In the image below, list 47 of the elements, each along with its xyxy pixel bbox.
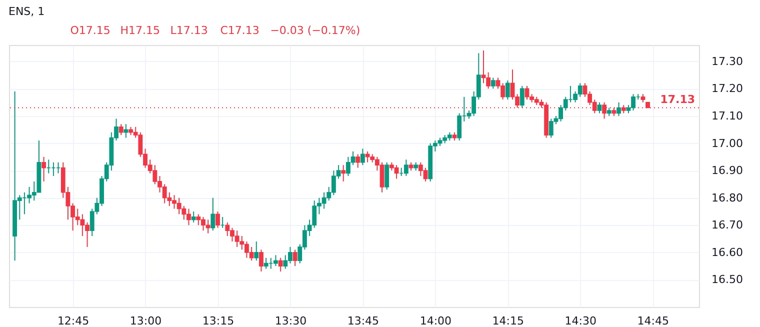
y-tick-label: 16.90 (712, 164, 743, 178)
x-tick-label: 13:15 (202, 314, 234, 327)
candlestick (264, 257, 268, 270)
y-tick-label: 17.00 (712, 136, 743, 150)
y-tick-label: 16.70 (712, 218, 743, 232)
ref-line-label: 17.13 (660, 92, 695, 106)
y-tick-label: 16.60 (712, 246, 743, 259)
y-tick-label: 17.30 (712, 54, 743, 68)
candlestick (457, 112, 462, 142)
candlestick (616, 102, 621, 116)
candlestick (384, 162, 390, 190)
candlestick (505, 80, 510, 100)
x-tick-label: 13:00 (130, 314, 162, 327)
candlestick (292, 249, 298, 267)
text: −0.03 (−0.17%) (270, 24, 360, 37)
candlestick (490, 77, 496, 90)
candlestick (124, 124, 128, 138)
y-tick-label: 16.80 (712, 191, 743, 204)
text: O17.15 (70, 24, 110, 37)
text: L17.13 (170, 24, 208, 37)
candlestick (404, 159, 408, 176)
candlestick (216, 210, 220, 228)
candlestick (191, 210, 196, 223)
x-tick-label: 12:45 (57, 314, 90, 327)
candlestick (356, 154, 360, 168)
candlestick (360, 148, 365, 166)
y-tick-label: 17.10 (712, 109, 743, 122)
x-tick-label: 13:30 (274, 314, 307, 327)
candlestick (597, 102, 602, 114)
text: H17.15 (120, 24, 160, 37)
y-tick-label: 17.20 (712, 82, 743, 96)
chart-title: ENS, 1 (8, 5, 45, 18)
candlestick (520, 85, 524, 108)
text: C17.13 (220, 24, 260, 37)
candlestick (259, 249, 264, 272)
x-tick-label: 14:45 (637, 314, 669, 327)
candlestick (341, 164, 346, 182)
candlestick (210, 197, 216, 232)
x-tick-label: 13:45 (347, 314, 380, 327)
x-tick-label: 14:00 (420, 314, 452, 327)
x-tick-label: 14:15 (492, 314, 524, 327)
candlestick (278, 257, 283, 272)
y-tick-label: 16.50 (712, 273, 743, 286)
candlestick (42, 156, 46, 182)
candlestick (254, 241, 259, 262)
x-tick-label: 14:30 (564, 314, 596, 327)
candlestick (118, 124, 124, 136)
